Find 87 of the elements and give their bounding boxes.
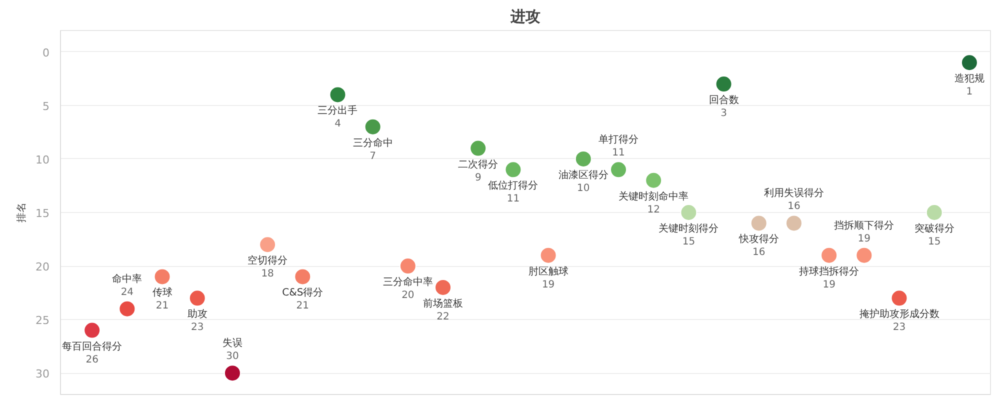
y-tick-label: 0 [42,46,50,60]
x-tick-label: 单打得分 [598,134,638,146]
y-tick-label: 10 [36,153,50,166]
data-label: 19 [822,279,836,290]
x-tick-label: 每百回合得分 [62,340,122,352]
data-label: 3 [720,108,727,120]
point [329,86,346,104]
data-label: 23 [892,322,906,334]
point [84,322,101,339]
point [434,278,452,296]
x-tick-label: 关键时刻命中率 [618,190,689,202]
point [856,246,873,264]
x-tick-label: 油漆区得分 [558,168,608,181]
data-label: 1 [966,86,973,98]
data-label: 22 [436,311,450,322]
x-tick-label: 回合数 [708,94,739,106]
x-tick-label: 快攻得分 [738,233,779,246]
x-tick-label: 三分出手 [318,104,358,117]
point [399,258,416,275]
x-tick-label: 三分命中 [352,136,393,149]
data-label: 26 [86,354,98,366]
y-tick-label: 5 [42,100,50,113]
data-label: 11 [612,148,625,159]
point [154,268,171,286]
point [645,172,662,189]
x-tick-label: 助攻 [187,308,208,320]
x-tick-label: 低位打得分 [488,180,538,192]
x-tick-label: 造犯规 [954,72,984,85]
point [364,118,382,136]
y-tick-label: 20 [36,260,50,274]
data-label: 19 [542,279,555,290]
point [540,246,557,264]
point [715,76,732,93]
x-tick-label: 失误 [222,337,242,350]
data-label: 16 [788,201,800,212]
x-tick-label: 命中率 [112,272,142,285]
point [960,54,978,72]
x-tick-label: 持球挡拆得分 [799,265,860,278]
data-label: 16 [752,247,766,258]
x-tick-label: 挡拆顺下得分 [834,219,894,232]
x-tick-label: 掩护助攻形成分数 [859,308,940,320]
x-tick-label: 传球 [152,286,172,299]
data-label: 19 [858,233,871,244]
data-label: 21 [296,300,310,312]
x-tick-label: 利用失误得分 [764,187,824,200]
data-label: 20 [402,290,414,302]
data-label: 18 [261,268,274,280]
point [610,161,627,178]
x-tick-label: 突破得分 [914,222,954,234]
data-label: 7 [370,150,376,162]
point [926,204,943,221]
data-label: 4 [334,118,341,130]
point [259,236,276,254]
point [890,290,908,307]
data-label: 12 [647,204,660,216]
point [118,300,136,318]
point [750,214,768,232]
data-label: 10 [577,182,590,194]
x-tick-label: 空切得分 [248,254,288,267]
data-label: 9 [474,172,482,184]
data-label: 24 [120,286,134,298]
data-label: 15 [928,236,941,248]
point [574,150,592,168]
x-tick-label: 肘区触球 [528,265,568,278]
y-axis-title: 排名 [16,202,28,222]
data-label: 30 [226,351,239,362]
point [785,214,802,232]
chart-title: 进攻 [510,8,540,26]
data-label: 21 [156,300,169,312]
point [294,268,312,286]
point [820,246,838,264]
x-tick-label: C&S得分 [282,286,324,299]
x-tick-label: 关键时刻得分 [658,222,719,234]
x-tick-label: 三分命中率 [382,276,433,288]
y-tick-label: 30 [36,368,50,381]
data-label: 15 [682,236,696,248]
point [504,161,522,178]
y-tick-label: 15 [36,207,50,220]
data-label: 23 [191,322,204,334]
point [224,364,241,382]
point [470,140,487,157]
point [188,290,206,307]
x-tick-label: 前场篮板 [423,297,464,310]
data-label: 11 [506,194,520,205]
x-tick-label: 二次得分 [458,158,498,170]
y-tick-label: 25 [36,314,50,328]
point [680,204,698,221]
